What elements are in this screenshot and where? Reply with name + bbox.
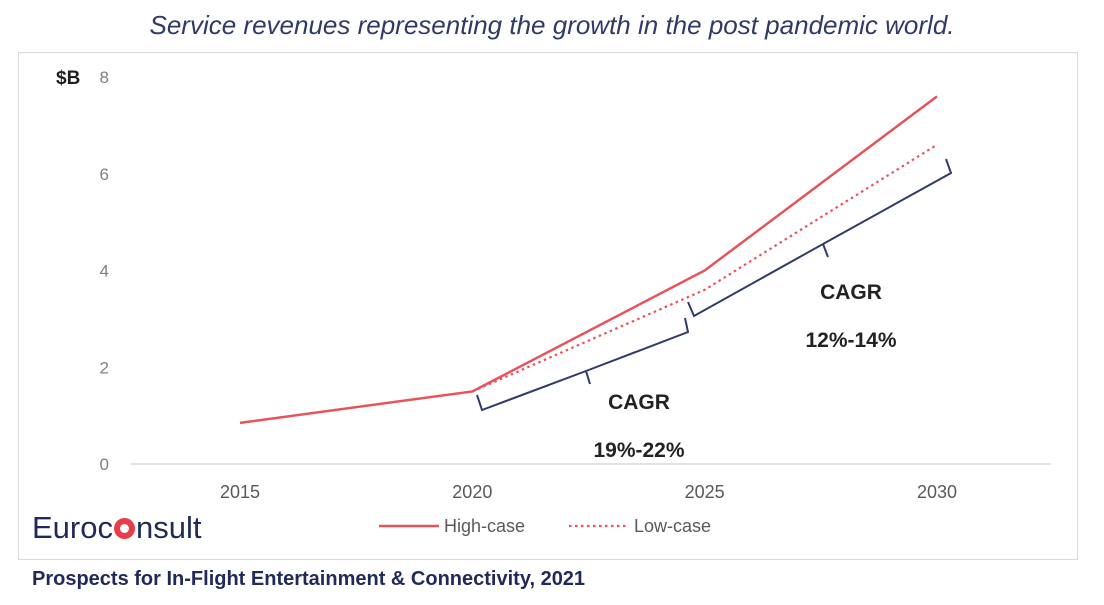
x-tick-label: 2030 bbox=[917, 482, 957, 502]
cagr-value-2: 12%-14% bbox=[805, 329, 896, 352]
y-tick-label: 0 bbox=[100, 455, 109, 474]
series-line-high-case bbox=[239, 95, 938, 425]
y-tick-label: 6 bbox=[100, 165, 109, 184]
logo-dot-icon bbox=[113, 518, 135, 539]
logo-text-end: nsult bbox=[135, 510, 202, 545]
cagr-value-1: 19%-22% bbox=[593, 439, 684, 462]
cagr-label-1: CAGR bbox=[608, 391, 670, 414]
y-tick-label: 8 bbox=[100, 68, 109, 87]
chart-title: Service revenues representing the growth… bbox=[149, 10, 955, 40]
logo-text-start: Euroc bbox=[32, 510, 113, 545]
chart-frame: 0 2 4 6 8 $B 2015 2020 2025 2030 CAGR 19%-22% CAGR 12… bbox=[18, 52, 1078, 560]
x-tick-label: 2020 bbox=[452, 482, 492, 502]
source-caption: Prospects for In-Flight Entertainment & … bbox=[32, 568, 586, 590]
y-axis-label: $B bbox=[56, 68, 80, 89]
y-tick-label: 4 bbox=[100, 262, 109, 281]
cagr-bracket-2025-2030 bbox=[687, 158, 953, 318]
legend-label-high-case: High-case bbox=[444, 516, 525, 536]
x-tick-label: 2025 bbox=[685, 482, 725, 502]
line-chart: 0 2 4 6 8 $B 2015 2020 2025 2030 CAGR 19%-22% CAGR 12… bbox=[56, 68, 1051, 536]
y-tick-label: 2 bbox=[100, 358, 109, 377]
cagr-label-2: CAGR bbox=[820, 281, 882, 304]
legend-label-low-case: Low-case bbox=[634, 516, 711, 536]
x-tick-label: 2015 bbox=[220, 482, 260, 502]
cagr-bracket-2020-2025 bbox=[476, 317, 690, 412]
euroconsult-logo: Euroc nsult bbox=[32, 510, 201, 546]
series-line-low-case bbox=[471, 143, 938, 393]
